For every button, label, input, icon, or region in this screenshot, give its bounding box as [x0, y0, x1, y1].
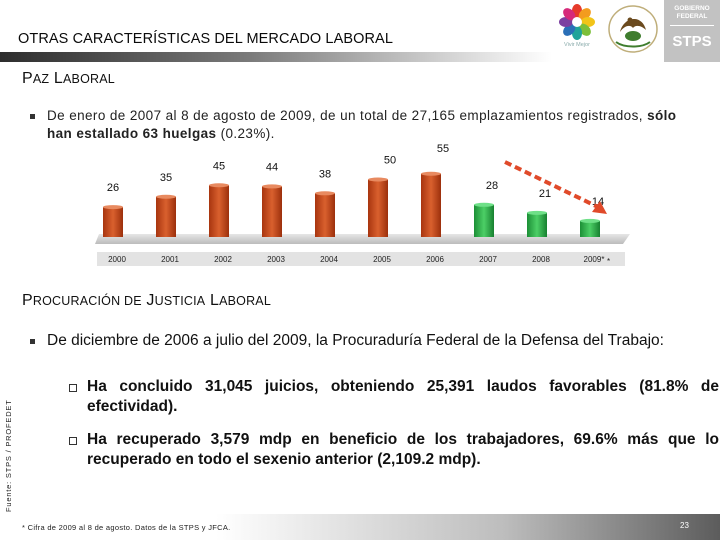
bar-top-2001: [156, 194, 176, 199]
bar-top-2007: [474, 202, 494, 207]
gobierno-federal-label: GOBIERNO FEDERAL: [674, 5, 710, 20]
header: OTRAS CARACTERÍSTICAS DEL MERCADO LABORA…: [0, 0, 720, 62]
section-title-procuracion: PROCURACIÓN DE JUSTICIA LABORAL: [22, 292, 271, 309]
gobierno-federal-brand: GOBIERNO FEDERAL STPS: [664, 0, 720, 62]
bar-top-2006: [421, 171, 441, 176]
page-number: 23: [680, 521, 689, 530]
tick-label-2000: 2000: [108, 255, 126, 264]
bar-2003: [262, 186, 282, 237]
procuracion-text: De diciembre de 2006 a julio del 2009, l…: [47, 332, 664, 349]
paz-laboral-text: De enero de 2007 al 8 de agosto de 2009,…: [47, 108, 677, 141]
trend-arrow-head-icon: [592, 201, 607, 214]
data-label-2003: 44: [266, 161, 278, 173]
header-gradient-bar: [0, 52, 552, 62]
data-label-2008: 21: [539, 188, 551, 200]
asterisk-note-mark: *: [607, 257, 610, 266]
bar-2008: [527, 212, 547, 237]
sub-item-recuperado: Ha recuperado 3,579 mdp en beneficio de …: [87, 431, 719, 468]
tick-label-2007: 2007: [479, 255, 497, 264]
bar-2004: [315, 193, 335, 237]
data-label-2002: 45: [213, 160, 225, 172]
tick-label-2008: 2008: [532, 255, 550, 264]
bar-2006: [421, 173, 441, 237]
checkbox-bullet-icon: [69, 384, 77, 392]
vivir-mejor-text: Vivir Mejor: [564, 42, 590, 48]
bar-top-2003: [262, 184, 282, 189]
mexico-coat-of-arms-icon: [608, 5, 658, 53]
bar-2001: [156, 196, 176, 237]
data-label-2004: 38: [319, 168, 331, 180]
data-label-2007: 28: [486, 180, 498, 192]
trend-arrow-line: [504, 160, 601, 210]
data-label-2006: 55: [437, 143, 449, 155]
page-title: OTRAS CARACTERÍSTICAS DEL MERCADO LABORA…: [18, 31, 393, 47]
bar-top-2009: [580, 218, 600, 223]
data-label-2001: 35: [160, 172, 172, 184]
checkbox-bullet-icon: [69, 437, 77, 445]
source-label: Fuente: STPS / PROFEDET: [4, 399, 13, 512]
bullet-icon: [30, 114, 35, 119]
bar-2005: [368, 179, 388, 237]
tick-label-2002: 2002: [214, 255, 232, 264]
sub-item-juicios: Ha concluido 31,045 juicios, obteniendo …: [87, 378, 719, 415]
bar-2000: [103, 207, 123, 237]
data-label-2005: 50: [384, 155, 396, 167]
section-title-paz-laboral: PAZ LABORAL: [22, 70, 115, 87]
bar-top-2008: [527, 210, 547, 215]
bar-2002: [209, 185, 229, 237]
bar-top-2005: [368, 177, 388, 182]
footer-note: * Cifra de 2009 al 8 de agosto. Datos de…: [22, 523, 231, 532]
data-label-2000: 26: [107, 182, 119, 194]
bar-2007: [474, 204, 494, 237]
bar-2009: [580, 220, 600, 237]
tick-label-2004: 2004: [320, 255, 338, 264]
x-axis-band: [97, 252, 625, 266]
vivir-mejor-logo-icon: [559, 4, 595, 40]
tick-label-2006: 2006: [426, 255, 444, 264]
bar-top-2000: [103, 205, 123, 210]
tick-label-2005: 2005: [373, 255, 391, 264]
bullet-icon: [30, 339, 35, 344]
bar-top-2004: [315, 191, 335, 196]
footer-bar: [0, 514, 720, 540]
brand-divider: [670, 25, 714, 26]
tick-label-2001: 2001: [161, 255, 179, 264]
tick-label-2003: 2003: [267, 255, 285, 264]
stps-logo-text: STPS: [672, 33, 712, 50]
tick-label-2009: 2009*: [584, 255, 605, 264]
bar-top-2002: [209, 183, 229, 188]
